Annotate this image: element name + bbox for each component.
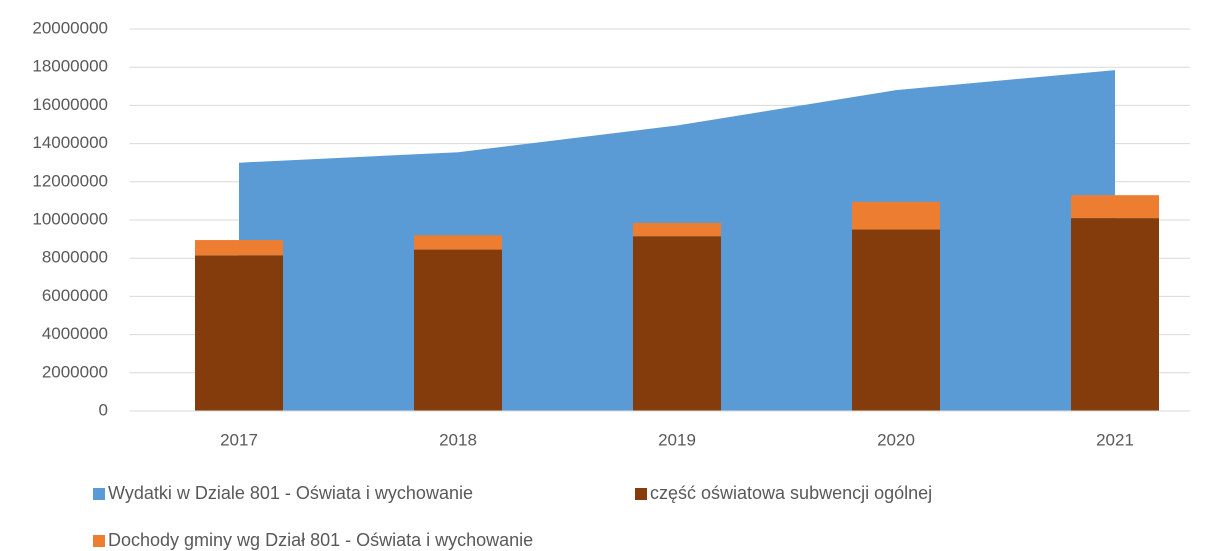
bar	[852, 201, 940, 230]
legend-swatch	[635, 488, 647, 500]
bar	[414, 249, 502, 411]
x-tick-label: 2021	[1096, 430, 1134, 449]
legend-label: Dochody gminy wg Dział 801 - Oświata i w…	[108, 530, 533, 550]
legend-label: Wydatki w Dziale 801 - Oświata i wychowa…	[108, 483, 473, 503]
bar	[1071, 218, 1159, 411]
x-tick-label: 2017	[220, 430, 258, 449]
legend-label: część oświatowa subwencji ogólnej	[650, 483, 932, 503]
x-tick-label: 2020	[877, 430, 915, 449]
legend-swatch	[93, 535, 105, 547]
y-tick-label: 8000000	[42, 248, 108, 267]
bar	[195, 255, 283, 411]
legend-swatch	[93, 488, 105, 500]
y-tick-label: 20000000	[32, 18, 108, 37]
y-tick-label: 18000000	[32, 57, 108, 76]
bar	[852, 229, 940, 411]
y-tick-label: 4000000	[42, 324, 108, 343]
y-tick-label: 10000000	[32, 209, 108, 228]
x-tick-label: 2018	[439, 430, 477, 449]
legend: Wydatki w Dziale 801 - Oświata i wychowa…	[93, 483, 932, 550]
y-tick-label: 12000000	[32, 171, 108, 190]
bar	[633, 236, 721, 411]
y-tick-label: 6000000	[42, 286, 108, 305]
bar	[195, 240, 283, 256]
bar	[414, 235, 502, 250]
x-tick-label: 2019	[658, 430, 696, 449]
y-tick-label: 16000000	[32, 95, 108, 114]
bar	[1071, 195, 1159, 219]
y-tick-label: 14000000	[32, 133, 108, 152]
y-tick-label: 2000000	[42, 362, 108, 381]
bar	[633, 222, 721, 237]
y-tick-label: 0	[99, 400, 108, 419]
